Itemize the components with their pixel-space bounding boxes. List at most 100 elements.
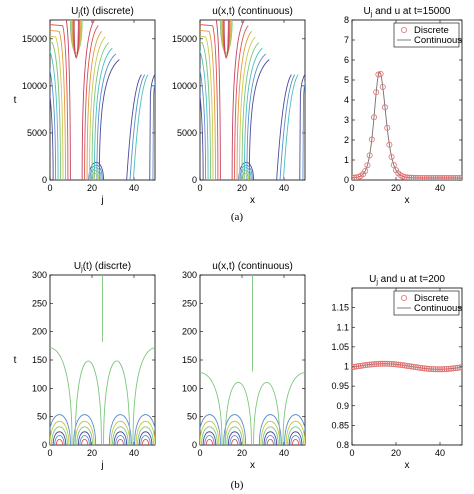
contour-right	[126, 74, 142, 180]
contour-lines	[50, 20, 155, 180]
discrete-point	[379, 360, 386, 367]
contour-big	[200, 372, 223, 445]
x-tick-label: 20	[237, 183, 247, 193]
contour-peak	[73, 20, 79, 59]
discrete-point	[377, 360, 384, 367]
y-tick-label: 1	[344, 155, 349, 165]
contour-right	[279, 74, 296, 180]
contour-line	[234, 25, 249, 180]
chart-title: Uj(t) (discrete)	[71, 6, 134, 18]
discrete-point	[406, 174, 413, 180]
y-tick-label: 6	[344, 55, 349, 65]
y-tick-label: 200	[182, 327, 197, 337]
discrete-point	[443, 365, 450, 372]
contour-arch	[284, 414, 305, 445]
contour-lines	[50, 275, 155, 445]
discrete-point	[439, 366, 446, 373]
contour-line	[200, 29, 216, 180]
y-tick-label: 0.85	[331, 420, 349, 430]
discrete-point	[384, 360, 391, 367]
contour-arch	[226, 426, 243, 445]
discrete-point	[423, 174, 430, 180]
contour-line	[50, 29, 66, 180]
contour-arch	[108, 414, 132, 445]
contour-line	[200, 24, 219, 180]
title-main: U	[369, 274, 376, 285]
discrete-point	[397, 361, 404, 368]
discrete-point	[437, 175, 443, 180]
discrete-point	[388, 153, 395, 160]
contour-lines	[200, 275, 305, 445]
discrete-point	[417, 364, 424, 371]
contour-big	[103, 360, 131, 445]
contour-arch	[205, 439, 214, 445]
contour-arch	[200, 414, 221, 445]
discrete-point	[434, 175, 441, 180]
discrete-point	[364, 162, 371, 169]
discrete-point	[359, 362, 366, 369]
discrete-point	[362, 167, 369, 174]
y-tick-label: 10000	[22, 81, 47, 91]
contour-line	[200, 91, 204, 180]
line-plot	[352, 360, 462, 373]
contour-big	[132, 347, 155, 445]
contour-line	[89, 36, 106, 180]
contour-big	[282, 372, 305, 445]
contour-arch	[288, 431, 303, 445]
x-tick-label: 40	[435, 448, 445, 458]
y-tick-label: 150	[182, 355, 197, 365]
discrete-point	[392, 361, 399, 368]
contour-arch	[116, 439, 124, 445]
contour-line	[200, 41, 211, 180]
discrete-point	[377, 70, 384, 77]
chart-title: Uj and u at t=200	[369, 274, 445, 286]
legend-marker-discrete	[400, 294, 407, 301]
title-rest: and u at t=200	[378, 274, 445, 285]
discrete-point	[419, 174, 426, 180]
discrete-point	[388, 361, 395, 368]
x-tick-label: 40	[129, 448, 139, 458]
x-tick-label: 20	[391, 183, 401, 193]
x-axis-label: x	[405, 460, 410, 471]
y-tick-label: 10000	[172, 81, 197, 91]
discrete-point	[445, 365, 452, 372]
contour-hump	[243, 172, 249, 180]
contour-arch	[141, 439, 150, 445]
discrete-point	[428, 365, 435, 372]
discrete-point	[454, 175, 461, 180]
title-subscript: j	[375, 279, 378, 286]
contour-line	[96, 53, 117, 180]
contour-arch	[265, 435, 276, 445]
x-tick-label: 40	[279, 183, 289, 193]
contour-line	[86, 30, 103, 180]
contour-arch	[290, 435, 301, 445]
contour-arch	[138, 431, 153, 445]
discrete-point	[432, 175, 439, 180]
contour-arch	[291, 439, 300, 445]
discrete-point	[366, 361, 373, 368]
title-main: U	[74, 261, 81, 272]
discrete-point	[410, 174, 417, 180]
discrete-point	[450, 365, 457, 372]
discrete-point	[421, 174, 428, 180]
contour-line	[59, 20, 71, 180]
discrete-point	[450, 175, 457, 180]
x-axis-label: j	[100, 460, 103, 471]
x-axis-label: x	[405, 195, 410, 206]
contour-arch	[229, 435, 240, 445]
axes-b3: 0 20 40 0.8 0.85 0.9 0.95 1 1.05 1.1 1.15 Uj and u …	[331, 274, 463, 471]
discrete-point	[456, 364, 462, 371]
discrete-point	[436, 366, 443, 373]
contour-peak	[69, 20, 83, 53]
contour-arch	[223, 414, 247, 445]
title-subscript: j	[80, 266, 83, 273]
discrete-point	[399, 362, 406, 369]
y-tick-label: 0	[42, 175, 47, 185]
discrete-point	[448, 175, 454, 180]
discrete-point	[408, 363, 415, 370]
contour-line	[84, 25, 99, 180]
y-axis-label: t	[14, 95, 17, 106]
discrete-point	[386, 141, 393, 148]
axes-b2: 0 20 40 0 50 100 150 200 250 300 u(x,t) (continuou…	[182, 261, 306, 471]
